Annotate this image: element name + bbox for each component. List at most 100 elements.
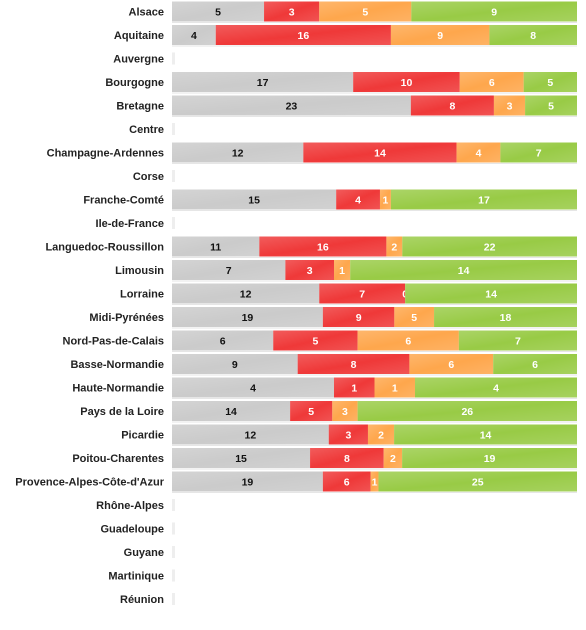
data-label: 5 — [362, 7, 368, 19]
bar-segment-sheen — [172, 330, 274, 351]
bar-segment-sheen — [172, 401, 291, 421]
bar-segment-sheen — [459, 72, 524, 92]
chart-row: Pays de la Loire 14 5 3 26 — [80, 401, 577, 423]
data-label: 12 — [245, 430, 257, 442]
category-label: Franche-Comté — [83, 195, 164, 207]
data-label: 6 — [344, 477, 350, 489]
bar-segment-sheen — [172, 424, 329, 445]
bar-segment-sheen — [383, 448, 403, 468]
bar-segment-sheen — [285, 260, 334, 280]
data-label: 15 — [235, 453, 247, 465]
category-label: Lorraine — [120, 289, 164, 301]
bar-segment-sheen — [172, 283, 320, 304]
data-label: 14 — [480, 430, 492, 442]
bar-segment-sheen — [172, 189, 337, 210]
data-label: 22 — [484, 242, 496, 254]
bar-segment-sheen — [405, 283, 577, 304]
bar-segment-sheen — [273, 330, 358, 351]
bar-segment-sheen — [367, 424, 395, 445]
data-label: 17 — [257, 77, 269, 89]
chart-row: Champagne-Ardennes 12 14 4 7 — [47, 142, 577, 164]
data-label: 6 — [220, 336, 226, 348]
category-label: Limousin — [115, 265, 164, 277]
data-label: 8 — [344, 453, 350, 465]
bar-segment-sheen — [264, 1, 320, 22]
data-label: 4 — [250, 383, 256, 395]
empty-bar-marker — [172, 569, 175, 582]
empty-bar-marker — [172, 522, 175, 535]
bar-segment-sheen — [319, 1, 412, 22]
data-label: 4 — [476, 148, 482, 160]
bar-segment-sheen — [322, 307, 395, 327]
bar-segment-sheen — [215, 25, 391, 45]
bar-segment-sheen — [353, 72, 460, 92]
empty-bar-marker — [172, 123, 175, 135]
chart-row: Lorraine127014 — [120, 283, 577, 305]
bar-segment-sheen — [172, 471, 323, 492]
chart-row: Centre — [129, 123, 175, 136]
category-label: Guyane — [124, 547, 164, 559]
chart-row: Basse-Normandie 9 8 6 6 — [70, 354, 577, 376]
data-label: 25 — [472, 477, 484, 489]
data-label: 8 — [530, 30, 536, 42]
bar-segment-sheen — [319, 283, 406, 304]
category-label: Midi-Pyrénées — [89, 312, 164, 324]
category-label: Martinique — [108, 571, 164, 583]
bar-segment-sheen — [172, 307, 323, 327]
bar-segment-sheen — [172, 260, 286, 280]
chart-row: Corse — [133, 170, 175, 183]
data-label: 1 — [392, 383, 398, 395]
chart-row: Alsace 5 3 5 9 — [129, 1, 577, 23]
chart-row: Martinique — [108, 569, 175, 583]
category-label: Languedoc-Roussillon — [45, 242, 164, 254]
data-label: 5 — [548, 101, 554, 113]
empty-bar-marker — [172, 593, 175, 605]
data-label: 1 — [383, 195, 389, 207]
empty-bar-marker — [172, 546, 175, 558]
bar-segment-sheen — [394, 424, 577, 445]
category-label: Centre — [129, 124, 164, 136]
data-label: 14 — [225, 406, 237, 418]
bar-segment-sheen — [172, 142, 304, 163]
category-label: Rhône-Alpes — [96, 500, 164, 512]
chart-row: Picardie 12 3 2 14 — [121, 424, 577, 446]
data-label: 4 — [191, 30, 197, 42]
data-label: 6 — [448, 359, 454, 371]
bar-segment-sheen — [172, 377, 334, 398]
data-label: 6 — [405, 336, 411, 348]
chart-row: Midi-Pyrénées 19 9 5 18 — [89, 307, 577, 329]
data-label: 1 — [351, 383, 357, 395]
data-label: 6 — [532, 359, 538, 371]
data-label: 3 — [345, 430, 351, 442]
bar-segment-sheen — [334, 377, 375, 398]
bar-segment-sheen — [310, 448, 384, 468]
data-label: 14 — [485, 289, 497, 301]
bar-segment-sheen — [332, 401, 358, 421]
empty-bar-marker — [172, 217, 175, 229]
data-label: 26 — [461, 406, 473, 418]
data-label: 1 — [339, 265, 345, 277]
bar-segment-sheen — [500, 142, 577, 163]
empty-bar-marker — [172, 499, 175, 511]
data-label: 9 — [356, 312, 362, 324]
bar-segment-sheen — [390, 189, 577, 210]
data-label: 4 — [355, 195, 361, 207]
category-label: Alsace — [129, 7, 164, 19]
bar-segment-sheen — [172, 25, 216, 45]
data-label: 5 — [215, 7, 221, 19]
data-label: 8 — [351, 359, 357, 371]
bar-segment-sheen — [493, 354, 577, 374]
bar-segment-sheen — [290, 401, 333, 421]
data-label: 14 — [458, 265, 470, 277]
category-label: Bretagne — [116, 101, 164, 113]
category-label: Aquitaine — [114, 30, 164, 42]
data-label: 15 — [248, 195, 260, 207]
data-label: 7 — [359, 289, 365, 301]
data-label: 14 — [374, 148, 386, 160]
category-label: Champagne-Ardennes — [47, 148, 164, 160]
data-label: 17 — [478, 195, 490, 207]
bar-segment-sheen — [172, 72, 354, 92]
bar-segment-sheen — [336, 189, 380, 210]
data-label: 19 — [242, 477, 254, 489]
bar-segment-sheen — [379, 189, 391, 210]
